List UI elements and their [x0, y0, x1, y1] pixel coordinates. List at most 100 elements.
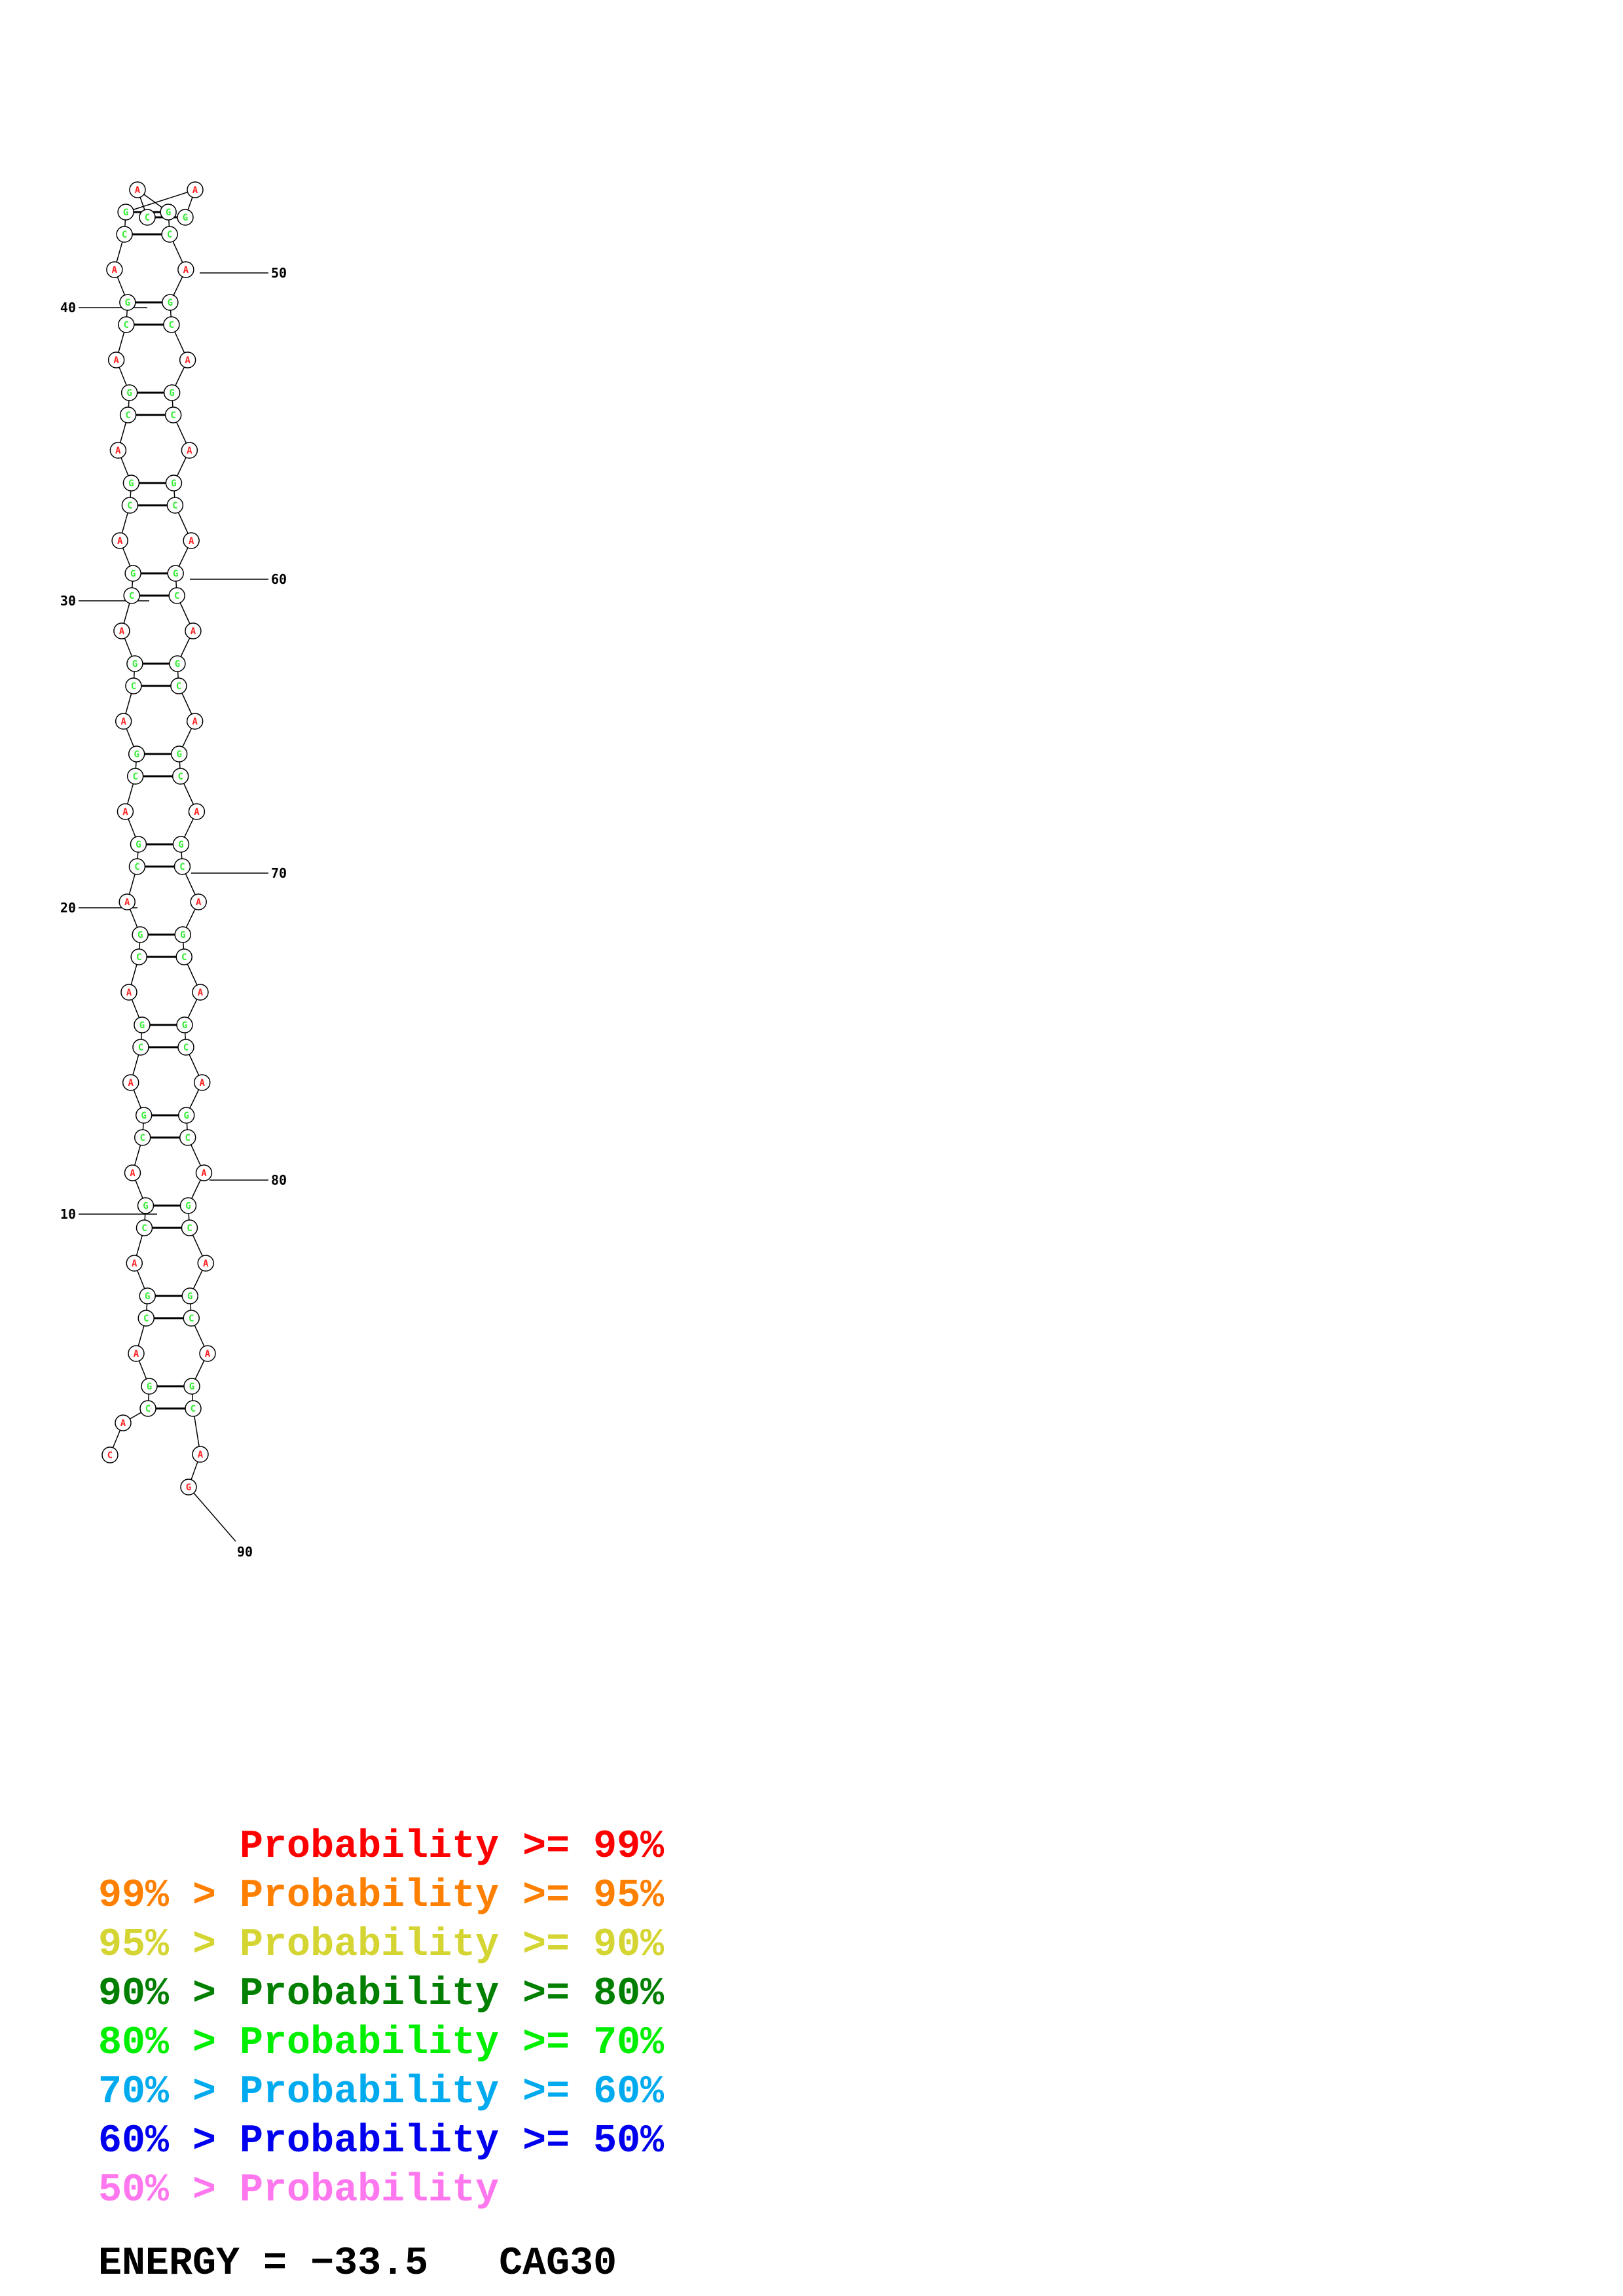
svg-text:C: C [181, 952, 187, 963]
energy-label: ENERGY = [98, 2242, 311, 2286]
nucleotide: C [134, 1129, 151, 1146]
nucleotide: C [136, 1219, 153, 1236]
svg-text:C: C [187, 1223, 192, 1234]
legend-row: 90% > Probability >= 80% [98, 1970, 664, 2019]
svg-text:G: G [182, 1020, 187, 1031]
nucleotide: A [111, 532, 128, 549]
svg-text:C: C [185, 1133, 191, 1143]
nucleotide: A [187, 181, 204, 198]
nucleotide: A [115, 713, 132, 730]
svg-text:G: G [126, 388, 132, 399]
nucleotide: G [120, 384, 138, 401]
nucleotide: C [175, 948, 192, 965]
nucleotide: C [118, 316, 135, 333]
index-label: 20 [60, 900, 76, 916]
svg-text:G: G [183, 213, 188, 223]
nucleotide: C [164, 406, 182, 423]
svg-text:A: A [128, 1078, 134, 1088]
legend-row: 50% > Probability [98, 2166, 664, 2215]
legend-prefix: 50% > [98, 2168, 240, 2213]
svg-text:C: C [191, 1404, 196, 1414]
svg-text:G: G [137, 930, 143, 941]
nucleotide: G [167, 565, 184, 582]
svg-text:G: G [147, 1382, 152, 1392]
nucleotide: C [137, 1310, 155, 1327]
svg-text:G: G [168, 298, 173, 308]
legend-text: Probability >= 99% [240, 1825, 665, 1869]
nucleotide: G [132, 926, 149, 943]
nucleotide: A [192, 1446, 209, 1463]
nucleotide: A [115, 1414, 132, 1431]
svg-text:C: C [107, 1450, 113, 1461]
svg-text:C: C [189, 1314, 194, 1324]
nucleotide: G [179, 1197, 197, 1214]
nucleotide: C [183, 1310, 200, 1327]
nucleotide: G [126, 655, 143, 672]
legend-row: 95% > Probability >= 90% [98, 1921, 664, 1970]
nucleotide: A [106, 261, 123, 278]
nucleotide: G [170, 745, 188, 762]
nucleotide: A [179, 351, 196, 368]
nucleotide: G [174, 926, 191, 943]
nucleotide: G [183, 1378, 200, 1395]
svg-text:C: C [179, 862, 185, 872]
svg-text:A: A [205, 1349, 211, 1359]
nucleotide: A [193, 1074, 211, 1091]
legend-text: Probability >= 95% [240, 1874, 665, 1918]
legend-text: Probability >= 60% [240, 2070, 665, 2115]
index-label: 50 [271, 265, 287, 281]
svg-text:A: A [113, 355, 119, 366]
nucleotide: A [122, 1074, 139, 1091]
svg-text:A: A [183, 265, 189, 276]
svg-text:G: G [123, 207, 128, 218]
nucleotide: G [176, 1016, 193, 1033]
nucleotide: G [160, 204, 177, 221]
svg-text:C: C [145, 213, 150, 223]
svg-text:A: A [187, 446, 192, 456]
legend-prefix: 80% > [98, 2021, 240, 2066]
nucleotide: C [126, 768, 144, 785]
svg-text:G: G [139, 1020, 145, 1031]
nucleotide: C [119, 406, 137, 423]
nucleotide: A [128, 1345, 145, 1362]
nucleotide: G [181, 1287, 198, 1304]
svg-text:G: G [184, 1111, 189, 1121]
nucleotide: C [161, 226, 178, 243]
svg-text:A: A [115, 446, 121, 456]
svg-text:A: A [198, 1450, 204, 1460]
legend-prefix: 95% > [98, 1923, 240, 1967]
nucleotide: A [197, 1255, 214, 1272]
nucleotide: C [125, 677, 142, 694]
index-label: 90 [237, 1544, 253, 1560]
svg-text:C: C [145, 1404, 151, 1414]
nucleotide: G [177, 1107, 195, 1124]
svg-text:C: C [170, 410, 175, 421]
nucleotide: C [170, 677, 187, 694]
svg-text:G: G [176, 749, 181, 760]
svg-text:G: G [136, 840, 141, 850]
legend-prefix [98, 1825, 240, 1869]
svg-text:A: A [130, 1168, 136, 1179]
svg-text:G: G [130, 569, 136, 579]
svg-text:G: G [132, 659, 137, 670]
svg-text:C: C [172, 501, 177, 511]
svg-text:A: A [198, 988, 204, 998]
nucleotide: A [113, 622, 130, 639]
svg-text:A: A [120, 717, 126, 727]
nucleotide: C [128, 858, 146, 875]
nucleotide: C [132, 1039, 149, 1056]
svg-text:G: G [178, 840, 183, 850]
nucleotide: C [181, 1219, 198, 1236]
svg-text:C: C [169, 320, 174, 331]
svg-text:G: G [187, 1291, 192, 1302]
svg-text:G: G [175, 659, 180, 670]
nucleotide: A [117, 803, 134, 820]
nucleotide: G [177, 209, 194, 226]
legend-text: Probability >= 50% [240, 2119, 665, 2164]
svg-text:A: A [196, 897, 202, 908]
svg-text:C: C [174, 591, 179, 601]
index-tick-line [188, 1486, 236, 1542]
svg-text:C: C [136, 952, 141, 963]
svg-text:G: G [128, 478, 134, 489]
nucleotide: G [130, 836, 147, 853]
